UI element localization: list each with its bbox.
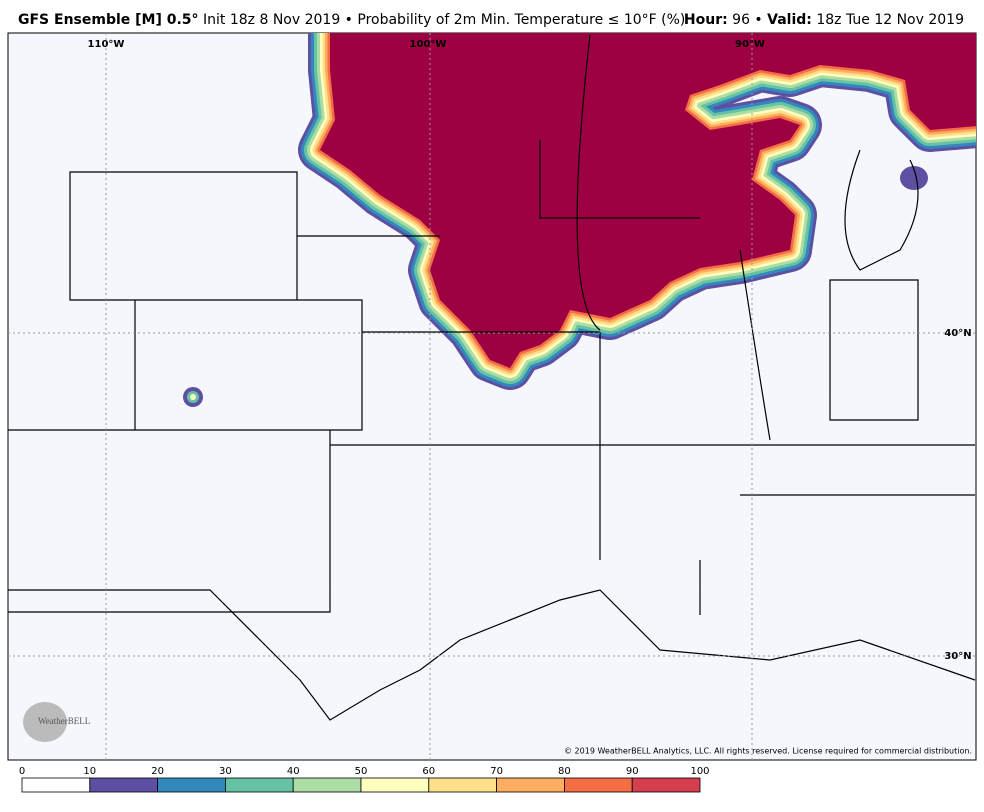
colorbar-tick-label: 30 bbox=[219, 766, 232, 777]
copyright: © 2019 WeatherBELL Analytics, LLC. All r… bbox=[564, 747, 972, 756]
logo: WeatherBELL bbox=[38, 716, 90, 726]
state-lines bbox=[8, 140, 976, 721]
lon-label: 100°W bbox=[410, 39, 447, 50]
colorbar-segment bbox=[21, 777, 91, 793]
borders bbox=[8, 34, 976, 721]
colorbar-tick-label: 20 bbox=[151, 766, 164, 777]
hour: 96 bbox=[732, 12, 750, 28]
colorbar-segment bbox=[631, 777, 701, 793]
colorbar-segment bbox=[564, 777, 633, 793]
logo-mark bbox=[23, 702, 67, 742]
colorbar-segment bbox=[428, 777, 497, 793]
state-lines-east bbox=[576, 34, 919, 441]
title-rest: Init 18z 8 Nov 2019 • Probability of 2m … bbox=[203, 12, 685, 28]
colorbar-segment bbox=[496, 777, 565, 793]
blob bbox=[900, 166, 928, 190]
colorbar-segment bbox=[89, 777, 159, 793]
colorbar-tick-label: 80 bbox=[558, 766, 571, 777]
valid-info: Hour: 96 • Valid: 18z Tue 12 Nov 2019 bbox=[684, 12, 964, 28]
colorbar-tick-label: 60 bbox=[422, 766, 435, 777]
title: GFS Ensemble [M] 0.5° Init 18z 8 Nov 201… bbox=[18, 12, 685, 28]
colorbar-segment bbox=[292, 777, 362, 793]
colorbar-tick-label: 100 bbox=[690, 766, 709, 777]
contour-core bbox=[320, 33, 976, 368]
lat-label: 40°N bbox=[944, 328, 971, 339]
graticule bbox=[8, 33, 976, 760]
valid: 18z Tue 12 Nov 2019 bbox=[816, 12, 964, 28]
colorbar-tick-label: 0 bbox=[19, 766, 25, 777]
blob bbox=[190, 394, 196, 400]
colorbar-segment bbox=[224, 777, 294, 793]
lat-label: 30°N bbox=[944, 651, 971, 662]
colorbar: 0 10 20 30 40 50 60 70 80 90 100 bbox=[19, 766, 710, 793]
lon-label: 90°W bbox=[735, 39, 765, 50]
lon-label: 110°W bbox=[88, 39, 125, 50]
valid-label: Valid: bbox=[767, 12, 812, 28]
colorbar-tick-label: 50 bbox=[355, 766, 368, 777]
colorbar-tick-label: 10 bbox=[83, 766, 96, 777]
hour-label: Hour: bbox=[684, 12, 728, 28]
title-bold: GFS Ensemble [M] 0.5° bbox=[18, 12, 199, 28]
colorbar-segment bbox=[157, 777, 226, 793]
probability-field bbox=[183, 33, 976, 407]
colorbar-tick-label: 70 bbox=[490, 766, 503, 777]
colorbar-segment bbox=[360, 777, 430, 793]
colorbar-tick-label: 90 bbox=[626, 766, 639, 777]
colorbar-tick-label: 40 bbox=[287, 766, 300, 777]
